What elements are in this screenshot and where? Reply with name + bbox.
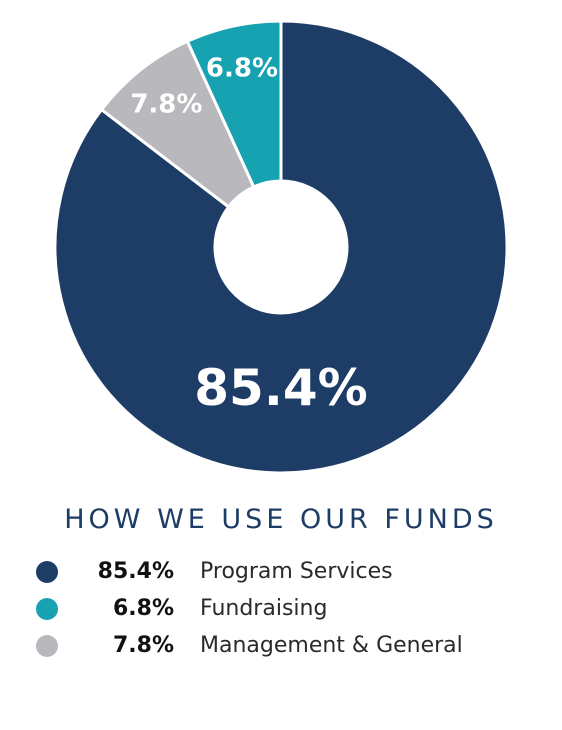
legend-value-program-services: 85.4% <box>97 559 174 584</box>
slice-label-program-services: 85.4% <box>194 359 367 417</box>
chart-title: HOW WE USE OUR FUNDS <box>64 504 498 535</box>
slice-label-management-general: 7.8% <box>130 89 202 119</box>
legend-item-fundraising: 6.8% Fundraising <box>36 590 556 627</box>
legend-swatch-program-services <box>36 560 58 583</box>
legend-swatch-fundraising <box>36 597 58 620</box>
legend-value-fundraising: 6.8% <box>112 596 174 621</box>
donut-chart: 85.4% 6.8% 7.8% <box>53 19 509 475</box>
slice-label-fundraising: 6.8% <box>206 54 278 84</box>
legend-item-program-services: 85.4% Program Services <box>36 553 556 590</box>
legend: 85.4% Program Services 6.8% Fundraising … <box>36 553 556 664</box>
legend-item-management-general: 7.8% Management & General <box>36 627 556 664</box>
slice-program-services <box>53 19 509 475</box>
legend-swatch-management-general <box>36 634 58 657</box>
slice-management-general <box>99 39 256 209</box>
legend-label-management-general: Management & General <box>200 633 463 658</box>
legend-label-fundraising: Fundraising <box>200 596 328 621</box>
legend-label-program-services: Program Services <box>200 559 393 584</box>
slice-fundraising <box>185 19 283 189</box>
legend-value-management-general: 7.8% <box>112 633 174 658</box>
